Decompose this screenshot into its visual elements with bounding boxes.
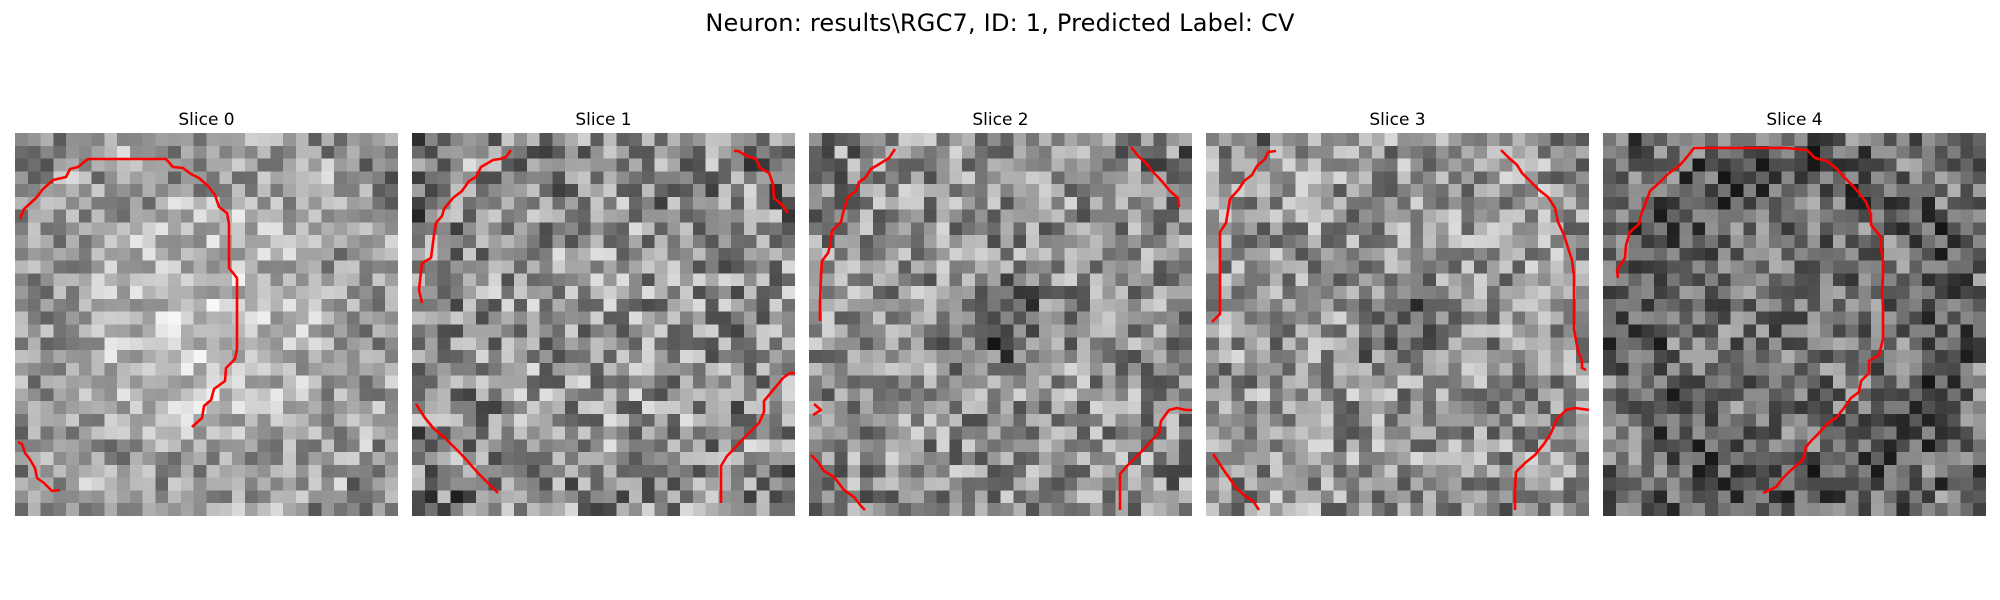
slice-1-contour-2 (414, 403, 499, 494)
slice-3-title: Slice 3 (1369, 110, 1426, 130)
slice-2-contour-2 (812, 403, 823, 417)
slice-2-contour-4 (1118, 406, 1192, 510)
slice-3-contour-2 (1211, 453, 1261, 511)
slice-3-contour-3 (1513, 406, 1589, 510)
slice-2-title: Slice 2 (972, 110, 1029, 130)
slice-1-contour-0 (417, 149, 513, 304)
slice-3-contour-0 (1211, 149, 1277, 323)
slice-2-contour-3 (810, 454, 866, 511)
slice-4-title: Slice 4 (1766, 110, 1823, 130)
figure-title: Neuron: results\RGC7, ID: 1, Predicted L… (705, 9, 1295, 37)
slice-1-contour-1 (734, 149, 790, 214)
slice-4-image (1603, 133, 1986, 516)
slice-1-title: Slice 1 (575, 110, 632, 130)
slice-4-contour-0 (1615, 146, 1885, 495)
slice-3-contour-1 (1500, 149, 1587, 372)
slice-0-contour-1 (17, 440, 61, 493)
slice-2-image (809, 133, 1192, 516)
slice-2-contour-1 (1129, 146, 1181, 208)
slice-0-contour-0 (18, 157, 239, 428)
slice-0-title: Slice 0 (178, 110, 235, 130)
slice-0-image (15, 133, 398, 516)
slice-2-contour-0 (818, 148, 897, 321)
slice-3-image (1206, 133, 1589, 516)
slice-1-contour-3 (719, 371, 795, 503)
slice-1-image (412, 133, 795, 516)
